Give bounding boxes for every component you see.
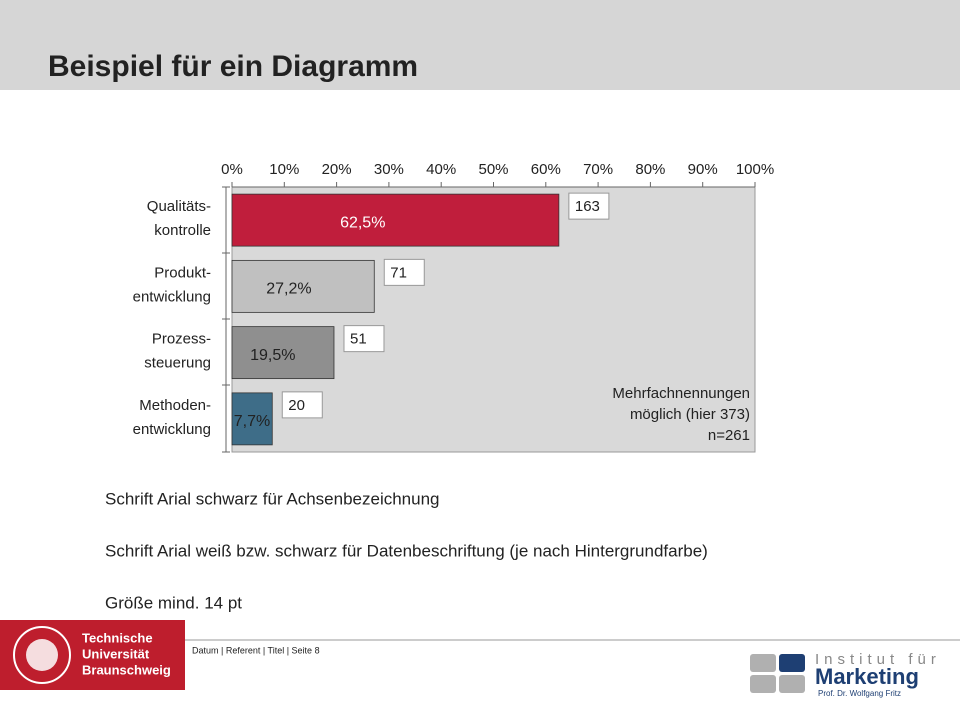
icon-block bbox=[750, 654, 776, 672]
bar bbox=[231, 392, 273, 446]
x-tick-label: 0% bbox=[221, 161, 243, 178]
chart: 0% 10% 20% 30% 40% 50% 60% 70% 80% 90% 100% 62,5% 16… bbox=[133, 161, 774, 446]
category-label: Produkt- bbox=[154, 264, 211, 281]
bar bbox=[231, 326, 335, 380]
count-box bbox=[568, 192, 610, 220]
bar bbox=[231, 259, 375, 313]
count-box bbox=[281, 391, 323, 419]
institute: Institut für bbox=[815, 651, 941, 668]
x-tick-label: 90% bbox=[688, 161, 718, 178]
note: Größe mind. 14 pt bbox=[105, 593, 242, 612]
count-box bbox=[343, 325, 385, 353]
x-tick-label: 30% bbox=[374, 161, 404, 178]
x-tick-label: 100% bbox=[736, 161, 774, 178]
bar bbox=[231, 193, 560, 247]
footer-info: Datum | Referent | Titel | Seite 8 bbox=[192, 645, 320, 655]
seal bbox=[13, 626, 71, 684]
category-label: entwicklung bbox=[133, 288, 211, 305]
x-tick-label: 20% bbox=[322, 161, 352, 178]
count-label: 163 bbox=[575, 198, 600, 215]
university-name: Universität bbox=[82, 646, 150, 661]
category-label: steuerung bbox=[144, 355, 211, 372]
icon-block bbox=[779, 675, 805, 693]
value-label: 7,7% bbox=[234, 413, 270, 430]
category-label: Qualitäts- bbox=[147, 198, 211, 215]
icon-block bbox=[750, 675, 776, 693]
x-tick-label: 80% bbox=[635, 161, 665, 178]
count-label: 51 bbox=[350, 331, 367, 348]
y-ticks bbox=[222, 186, 230, 453]
value-label: 27,2% bbox=[266, 281, 311, 298]
x-tick-label: 70% bbox=[583, 161, 613, 178]
category-label: Methoden- bbox=[139, 397, 211, 414]
value-label: 62,5% bbox=[340, 214, 385, 231]
header-band bbox=[0, 0, 960, 90]
annotation: möglich (hier 373) bbox=[630, 406, 750, 423]
x-tick-label: 50% bbox=[478, 161, 508, 178]
count-label: 20 bbox=[288, 397, 305, 414]
annotation: Mehrfachnennungen bbox=[612, 385, 750, 402]
note: Schrift Arial schwarz für Achsenbezeichn… bbox=[105, 489, 440, 508]
institute-name: Marketing bbox=[815, 664, 919, 689]
institute-icon bbox=[750, 654, 805, 693]
x-tick-label: 10% bbox=[269, 161, 299, 178]
university-name: Braunschweig bbox=[82, 662, 171, 677]
seal-lion bbox=[26, 639, 58, 671]
count-label: 71 bbox=[390, 264, 407, 281]
professor: Prof. Dr. Wolfgang Fritz bbox=[818, 689, 901, 698]
x-tick-label: 60% bbox=[531, 161, 561, 178]
category-label: entwicklung bbox=[133, 421, 211, 438]
count-box bbox=[383, 258, 425, 286]
icon-block bbox=[779, 654, 805, 672]
slide-title: Beispiel für ein Diagramm bbox=[48, 50, 418, 83]
category-label: kontrolle bbox=[154, 222, 211, 239]
category-label: Prozess- bbox=[152, 331, 211, 348]
x-tick-label: 40% bbox=[426, 161, 456, 178]
value-label: 19,5% bbox=[250, 347, 295, 364]
note: Schrift Arial weiß bzw. schwarz für Date… bbox=[105, 541, 708, 560]
university-name: Technische bbox=[82, 630, 153, 645]
annotation: n=261 bbox=[708, 427, 750, 444]
